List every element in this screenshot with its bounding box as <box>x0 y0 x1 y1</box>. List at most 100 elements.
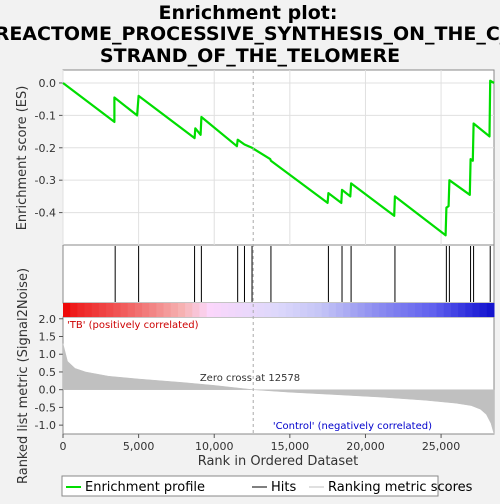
chart-title-line-1: Enrichment plot: <box>159 2 338 24</box>
gradient-segment <box>271 303 279 317</box>
gradient-segment <box>465 303 473 317</box>
gradient-segment <box>163 303 172 317</box>
gradient-segment <box>400 303 409 317</box>
es-y-tick-label: -0.2 <box>35 142 56 155</box>
gradient-segment <box>120 303 129 317</box>
gradient-segment <box>443 303 452 317</box>
gradient-segment <box>292 303 301 317</box>
gradient-segment <box>185 303 193 317</box>
gradient-group <box>63 303 495 317</box>
metric-y-tick-label: -1.0 <box>35 419 56 432</box>
metric-y-tick-label: 2.0 <box>39 313 57 326</box>
es-panel-frame <box>62 69 495 246</box>
gradient-segment <box>70 303 78 317</box>
gradient-segment <box>221 303 229 317</box>
hits-panel-frame <box>62 244 495 304</box>
gradient-segment <box>350 303 359 317</box>
gradient-segment <box>170 303 179 317</box>
gradient-segment <box>414 303 423 317</box>
es-axis: 0.0 -0.1 -0.2 -0.3 -0.4 <box>35 70 494 245</box>
metric-y-tick-label: -0.5 <box>35 401 56 414</box>
x-tick-label: 10,000 <box>195 440 234 453</box>
gradient-segment <box>98 303 107 317</box>
gradient-segment <box>177 303 186 317</box>
gradient-segment <box>149 303 157 317</box>
gradient-segment <box>407 303 416 317</box>
negative-correlation-label: 'Control' (negatively correlated) <box>273 421 432 432</box>
gradient-segment <box>436 303 445 317</box>
es-y-tick-label: 0.0 <box>39 77 57 90</box>
gradient-segment <box>228 303 236 317</box>
gradient-segment <box>199 303 208 317</box>
gradient-segment <box>328 303 337 317</box>
gradient-segment <box>364 303 373 317</box>
gradient-segment <box>206 303 215 317</box>
positive-correlation-label: 'TB' (positively correlated) <box>67 320 199 331</box>
x-axis: 0 5,000 10,000 15,000 20,000 25,000 <box>60 434 461 453</box>
gradient-segment <box>379 303 387 317</box>
gradient-segment <box>213 303 222 317</box>
gradient-segment <box>357 303 366 317</box>
gradient-segment <box>429 303 438 317</box>
es-y-tick-label: -0.1 <box>35 109 56 122</box>
metric-y-tick-label: 1.5 <box>39 331 57 344</box>
gradient-segment <box>106 303 114 317</box>
gradient-segment <box>127 303 136 317</box>
chart-title-line-3: STRAND_OF_THE_TELOMERE <box>100 45 400 67</box>
gradient-segment <box>307 303 315 317</box>
x-axis-label: Rank in Ordered Dataset <box>198 454 359 469</box>
es-y-tick-label: -0.3 <box>35 174 56 187</box>
es-line-group <box>62 79 495 237</box>
gradient-segment <box>458 303 466 317</box>
metric-y-tick-label: 1.0 <box>39 348 57 361</box>
gradient-segment <box>84 303 93 317</box>
x-tick-label: 25,000 <box>422 440 461 453</box>
gradient-segment <box>113 303 121 317</box>
gradient-segment <box>242 303 251 317</box>
metric-group: 2.0 1.5 1.0 0.5 0.0 -0.5 -1.0 <box>35 70 495 435</box>
gradient-segment <box>156 303 165 317</box>
gradient-segment <box>63 303 71 317</box>
gradient-segment <box>371 303 380 317</box>
legend-hits-label: Hits <box>271 480 296 495</box>
legend-box <box>61 475 439 497</box>
es-y-axis-label: Enrichment score (ES) <box>15 86 30 231</box>
x-tick-label: 5,000 <box>123 440 155 453</box>
legend-metric-label: Ranking metric scores <box>328 480 473 495</box>
gradient-segment <box>77 303 86 317</box>
ranking-metric-area <box>62 343 495 435</box>
legend-enrichment-label: Enrichment profile <box>85 480 205 495</box>
zero-cross-label: Zero cross at 12578 <box>200 373 300 384</box>
gradient-segment <box>314 303 323 317</box>
gradient-segment <box>134 303 143 317</box>
gradient-segment <box>321 303 330 317</box>
metric-y-axis-label: Ranked list metric (Signal2Noise) <box>16 268 31 484</box>
gradient-segment <box>256 303 265 317</box>
gradient-segment <box>192 303 200 317</box>
gradient-segment <box>91 303 100 317</box>
gradient-segment <box>285 303 294 317</box>
hits-group <box>114 246 491 302</box>
gradient-segment <box>343 303 351 317</box>
gradient-segment <box>479 303 488 317</box>
gradient-segment <box>486 303 495 317</box>
x-tick-label: 0 <box>60 440 67 453</box>
enrichment-profile-line <box>62 79 495 237</box>
gradient-segment <box>264 303 272 317</box>
gradient-segment <box>422 303 430 317</box>
chart-title-line-2: REACTOME_PROCESSIVE_SYNTHESIS_ON_THE_C_ <box>0 23 500 45</box>
metric-panel-frame <box>62 316 495 435</box>
metric-y-tick-label: 0.0 <box>39 384 57 397</box>
gradient-segment <box>278 303 287 317</box>
es-y-tick-label: -0.4 <box>35 207 56 220</box>
x-tick-label: 20,000 <box>346 440 385 453</box>
gradient-segment <box>386 303 394 317</box>
gradient-segment <box>472 303 481 317</box>
gradient-segment <box>142 303 150 317</box>
gradient-segment <box>235 303 244 317</box>
gradient-segment <box>393 303 402 317</box>
gradient-segment <box>300 303 308 317</box>
gradient-segment <box>335 303 344 317</box>
